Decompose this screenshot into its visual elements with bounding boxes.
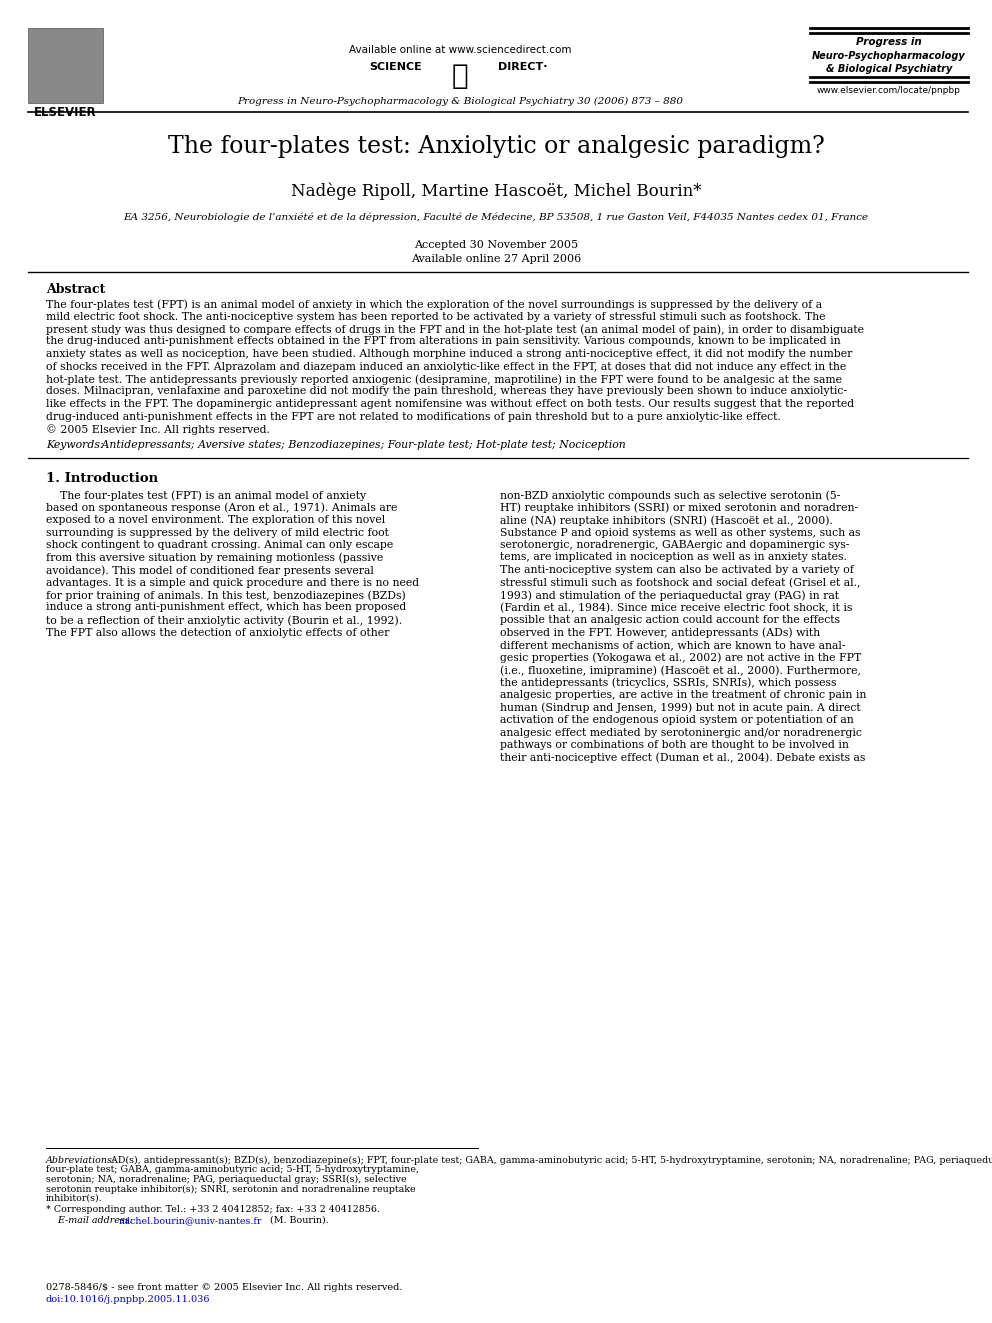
Text: ⓓ: ⓓ xyxy=(451,62,468,90)
Text: avoidance). This model of conditioned fear presents several: avoidance). This model of conditioned fe… xyxy=(46,565,374,576)
Text: advantages. It is a simple and quick procedure and there is no need: advantages. It is a simple and quick pro… xyxy=(46,578,420,587)
Text: doses. Milnacipran, venlafaxine and paroxetine did not modify the pain threshold: doses. Milnacipran, venlafaxine and paro… xyxy=(46,386,847,397)
Text: non-BZD anxiolytic compounds such as selective serotonin (5-: non-BZD anxiolytic compounds such as sel… xyxy=(500,490,840,500)
Text: human (Sindrup and Jensen, 1999) but not in acute pain. A direct: human (Sindrup and Jensen, 1999) but not… xyxy=(500,703,861,713)
Text: the drug-induced anti-punishment effects obtained in the FPT from alterations in: the drug-induced anti-punishment effects… xyxy=(46,336,840,347)
Text: * Corresponding author. Tel.: +33 2 40412852; fax: +33 2 40412856.: * Corresponding author. Tel.: +33 2 4041… xyxy=(46,1205,380,1215)
Text: The anti-nociceptive system can also be activated by a variety of: The anti-nociceptive system can also be … xyxy=(500,565,854,576)
Text: their anti-nociceptive effect (Duman et al., 2004). Debate exists as: their anti-nociceptive effect (Duman et … xyxy=(500,753,865,763)
Text: 1993) and stimulation of the periaqueductal gray (PAG) in rat: 1993) and stimulation of the periaqueduc… xyxy=(500,590,839,601)
Text: The four-plates test (FPT) is an animal model of anxiety: The four-plates test (FPT) is an animal … xyxy=(46,490,366,500)
Text: AD(s), antidepressant(s); BZD(s), benzodiazepine(s); FPT, four-plate test; GABA,: AD(s), antidepressant(s); BZD(s), benzod… xyxy=(108,1156,992,1166)
Text: analgesic effect mediated by serotoninergic and/or noradrenergic: analgesic effect mediated by serotoniner… xyxy=(500,728,862,737)
Text: analgesic properties, are active in the treatment of chronic pain in: analgesic properties, are active in the … xyxy=(500,691,866,700)
Text: michel.bourin@univ-nantes.fr: michel.bourin@univ-nantes.fr xyxy=(119,1216,262,1225)
Bar xyxy=(28,28,103,103)
Text: aline (NA) reuptake inhibitors (SNRI) (Hascoët et al., 2000).: aline (NA) reuptake inhibitors (SNRI) (H… xyxy=(500,515,833,525)
Text: 0278-5846/$ - see front matter © 2005 Elsevier Inc. All rights reserved.: 0278-5846/$ - see front matter © 2005 El… xyxy=(46,1283,403,1293)
Text: hot-plate test. The antidepressants previously reported anxiogenic (desipramine,: hot-plate test. The antidepressants prev… xyxy=(46,374,842,385)
Text: Progress in Neuro-Psychopharmacology & Biological Psychiatry 30 (2006) 873 – 880: Progress in Neuro-Psychopharmacology & B… xyxy=(237,97,683,106)
Text: of shocks received in the FPT. Alprazolam and diazepam induced an anxiolytic-lik: of shocks received in the FPT. Alprazola… xyxy=(46,361,846,372)
Text: HT) reuptake inhibitors (SSRI) or mixed serotonin and noradren-: HT) reuptake inhibitors (SSRI) or mixed … xyxy=(500,503,858,513)
Text: activation of the endogenous opioid system or potentiation of an: activation of the endogenous opioid syst… xyxy=(500,714,854,725)
Text: Available online 27 April 2006: Available online 27 April 2006 xyxy=(411,254,581,265)
Text: Substance P and opioid systems as well as other systems, such as: Substance P and opioid systems as well a… xyxy=(500,528,860,537)
Text: The four-plates test: Anxiolytic or analgesic paradigm?: The four-plates test: Anxiolytic or anal… xyxy=(168,135,824,157)
Text: Antidepressants; Aversive states; Benzodiazepines; Four-plate test; Hot-plate te: Antidepressants; Aversive states; Benzod… xyxy=(98,439,626,450)
Text: drug-induced anti-punishment effects in the FPT are not related to modifications: drug-induced anti-punishment effects in … xyxy=(46,411,781,422)
Text: serotonin reuptake inhibitor(s); SNRI, serotonin and noradrenaline reuptake: serotonin reuptake inhibitor(s); SNRI, s… xyxy=(46,1184,416,1193)
Text: DIRECT·: DIRECT· xyxy=(498,62,548,71)
Text: (M. Bourin).: (M. Bourin). xyxy=(267,1216,328,1225)
Text: © 2005 Elsevier Inc. All rights reserved.: © 2005 Elsevier Inc. All rights reserved… xyxy=(46,423,270,435)
Text: Available online at www.sciencedirect.com: Available online at www.sciencedirect.co… xyxy=(349,45,571,56)
Text: from this aversive situation by remaining motionless (passive: from this aversive situation by remainin… xyxy=(46,553,383,564)
Text: Neuro-Psychopharmacology: Neuro-Psychopharmacology xyxy=(812,52,966,61)
Text: stressful stimuli such as footshock and social defeat (Grisel et al.,: stressful stimuli such as footshock and … xyxy=(500,578,860,587)
Text: Accepted 30 November 2005: Accepted 30 November 2005 xyxy=(414,239,578,250)
Text: for prior training of animals. In this test, benzodiazepines (BZDs): for prior training of animals. In this t… xyxy=(46,590,406,601)
Text: like effects in the FPT. The dopaminergic antidepressant agent nomifensine was w: like effects in the FPT. The dopaminergi… xyxy=(46,400,854,409)
Text: to be a reflection of their anxiolytic activity (Bourin et al., 1992).: to be a reflection of their anxiolytic a… xyxy=(46,615,402,626)
Text: different mechanisms of action, which are known to have anal-: different mechanisms of action, which ar… xyxy=(500,640,845,650)
Text: serotonergic, noradrenergic, GABAergic and dopaminergic sys-: serotonergic, noradrenergic, GABAergic a… xyxy=(500,540,849,550)
Text: possible that an analgesic action could account for the effects: possible that an analgesic action could … xyxy=(500,615,840,624)
Text: Nadège Ripoll, Martine Hascoët, Michel Bourin*: Nadège Ripoll, Martine Hascoët, Michel B… xyxy=(291,183,701,200)
Text: the antidepressants (tricyclics, SSRIs, SNRIs), which possess: the antidepressants (tricyclics, SSRIs, … xyxy=(500,677,836,688)
Text: SCIENCE: SCIENCE xyxy=(369,62,422,71)
Text: gesic properties (Yokogawa et al., 2002) are not active in the FPT: gesic properties (Yokogawa et al., 2002)… xyxy=(500,652,861,663)
Text: inhibitor(s).: inhibitor(s). xyxy=(46,1193,103,1203)
Text: 1. Introduction: 1. Introduction xyxy=(46,472,158,486)
Text: The FPT also allows the detection of anxiolytic effects of other: The FPT also allows the detection of anx… xyxy=(46,627,390,638)
Text: pathways or combinations of both are thought to be involved in: pathways or combinations of both are tho… xyxy=(500,740,849,750)
Text: observed in the FPT. However, antidepressants (ADs) with: observed in the FPT. However, antidepres… xyxy=(500,627,820,638)
Text: www.elsevier.com/locate/pnpbp: www.elsevier.com/locate/pnpbp xyxy=(817,86,961,95)
Text: The four-plates test (FPT) is an animal model of anxiety in which the exploratio: The four-plates test (FPT) is an animal … xyxy=(46,299,822,310)
Text: Progress in: Progress in xyxy=(856,37,922,48)
Text: present study was thus designed to compare effects of drugs in the FPT and in th: present study was thus designed to compa… xyxy=(46,324,864,335)
Text: E-mail address:: E-mail address: xyxy=(46,1216,133,1225)
Text: based on spontaneous response (Aron et al., 1971). Animals are: based on spontaneous response (Aron et a… xyxy=(46,503,398,513)
Text: (i.e., fluoxetine, imipramine) (Hascoët et al., 2000). Furthermore,: (i.e., fluoxetine, imipramine) (Hascoët … xyxy=(500,665,861,676)
Text: shock contingent to quadrant crossing. Animal can only escape: shock contingent to quadrant crossing. A… xyxy=(46,540,393,550)
Text: surrounding is suppressed by the delivery of mild electric foot: surrounding is suppressed by the deliver… xyxy=(46,528,389,537)
Text: & Biological Psychiatry: & Biological Psychiatry xyxy=(825,64,952,74)
Text: ELSEVIER: ELSEVIER xyxy=(34,106,96,119)
Text: exposed to a novel environment. The exploration of this novel: exposed to a novel environment. The expl… xyxy=(46,515,385,525)
Text: induce a strong anti-punishment effect, which has been proposed: induce a strong anti-punishment effect, … xyxy=(46,602,407,613)
Text: Abstract: Abstract xyxy=(46,283,105,296)
Text: anxiety states as well as nociception, have been studied. Although morphine indu: anxiety states as well as nociception, h… xyxy=(46,349,852,359)
Text: mild electric foot shock. The anti-nociceptive system has been reported to be ac: mild electric foot shock. The anti-nocic… xyxy=(46,311,825,321)
Text: Abbreviations:: Abbreviations: xyxy=(46,1156,116,1166)
Text: four-plate test; GABA, gamma-aminobutyric acid; 5-HT, 5-hydroxytryptamine,: four-plate test; GABA, gamma-aminobutyri… xyxy=(46,1166,419,1175)
Text: EA 3256, Neurobiologie de l’anxiété et de la dépression, Faculté de Médecine, BP: EA 3256, Neurobiologie de l’anxiété et d… xyxy=(123,213,869,222)
Text: Keywords:: Keywords: xyxy=(46,439,103,450)
Text: tems, are implicated in nociception as well as in anxiety states.: tems, are implicated in nociception as w… xyxy=(500,553,847,562)
Text: serotonin; NA, noradrenaline; PAG, periaqueductal gray; SSRI(s), selective: serotonin; NA, noradrenaline; PAG, peria… xyxy=(46,1175,407,1184)
Text: (Fardin et al., 1984). Since mice receive electric foot shock, it is: (Fardin et al., 1984). Since mice receiv… xyxy=(500,602,852,613)
Text: doi:10.1016/j.pnpbp.2005.11.036: doi:10.1016/j.pnpbp.2005.11.036 xyxy=(46,1295,210,1304)
